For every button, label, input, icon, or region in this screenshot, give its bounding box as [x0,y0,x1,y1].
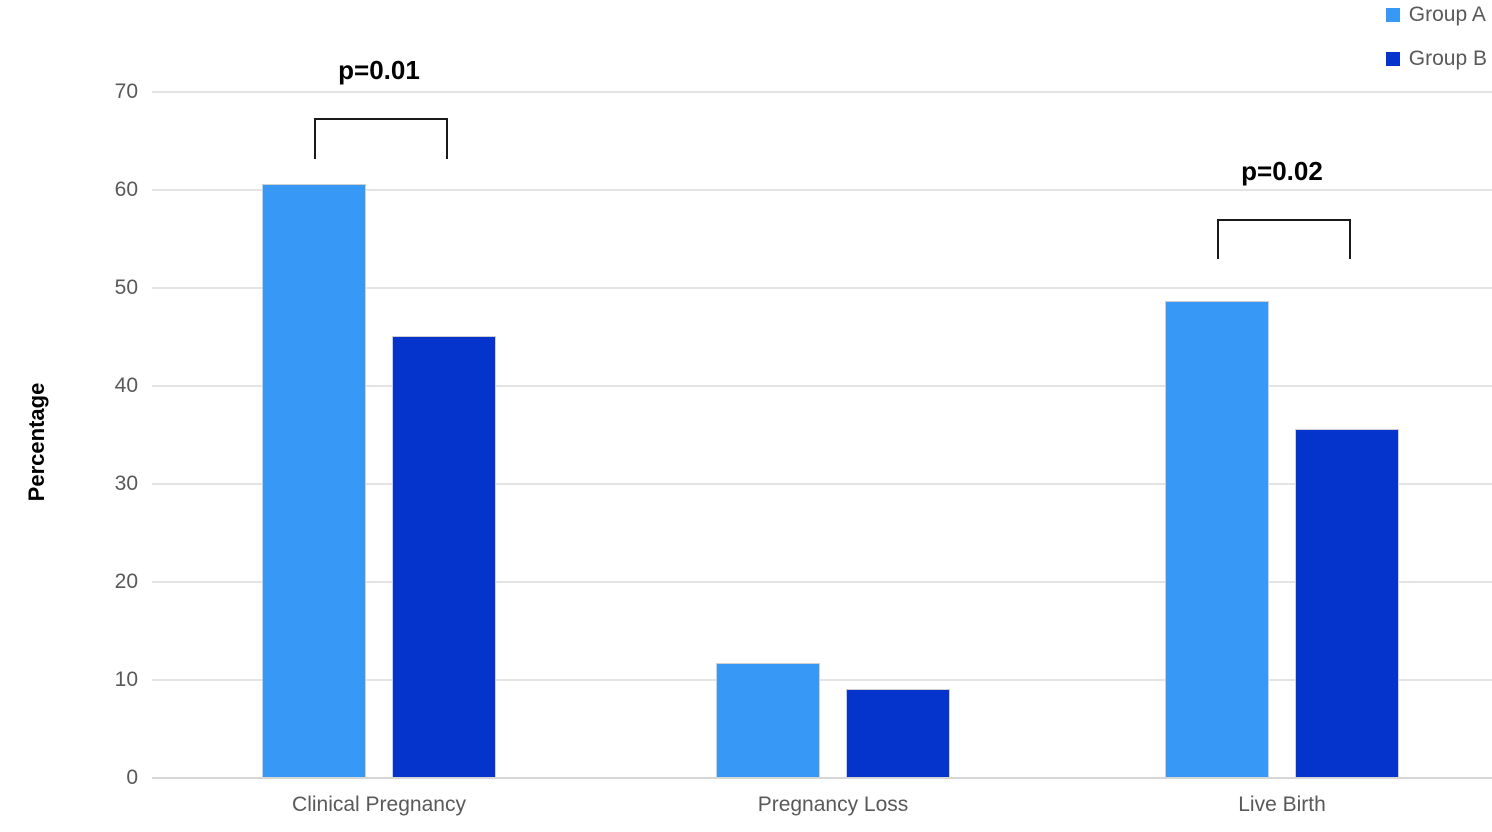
legend: Group A Group B [1385,3,1487,91]
y-tick-label: 70 [114,80,138,103]
bar-group-b [1295,429,1399,779]
gridline [152,385,1492,387]
gridline [152,189,1492,191]
category-label: Pregnancy Loss [757,793,909,816]
x-axis-line [152,777,1492,779]
y-tick-label: 10 [114,668,138,691]
bar-group-a [716,663,820,779]
gridline [152,679,1492,681]
legend-item: Group A [1385,3,1487,27]
gridline [152,483,1492,485]
y-tick-label: 40 [114,374,138,397]
gridline [152,581,1492,583]
y-tick-label: 50 [114,276,138,299]
y-axis-title: Percentage [24,382,49,502]
gridline [152,287,1492,289]
bar-group-a [262,184,366,779]
category-label: Clinical Pregnancy [292,793,466,816]
bar-group-a [1165,300,1269,779]
category-label: Live Birth [1238,793,1326,816]
y-tick-label: 30 [114,472,138,495]
legend-item: Group B [1385,47,1487,71]
bar-group-b [392,336,496,779]
significance-bracket [1217,219,1351,259]
y-tick-label: 20 [114,570,138,593]
legend-swatch-icon [1385,52,1400,66]
legend-label: Group B [1408,47,1487,70]
legend-label: Group A [1408,3,1486,26]
p-value-label: p=0.01 [338,55,420,86]
legend-swatch-icon [1385,8,1400,22]
significance-bracket [314,118,448,159]
p-value-label: p=0.02 [1241,156,1323,187]
y-tick-label: 60 [114,178,138,201]
gridline [152,91,1492,93]
bar-group-b [846,688,950,779]
y-tick-label: 0 [126,766,138,789]
